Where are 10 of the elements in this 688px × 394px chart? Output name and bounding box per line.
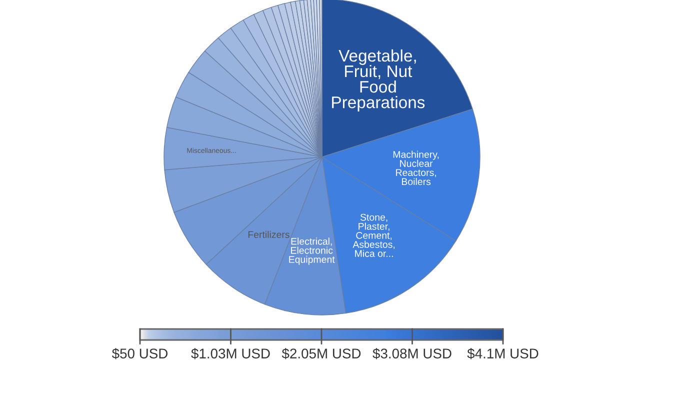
text: $50 USD xyxy=(112,348,168,360)
text: $3.08M USD xyxy=(372,348,452,360)
text: $1.03M USD xyxy=(191,348,270,360)
slice-label: Vegetable, Fruit, Nut Food Preparations xyxy=(332,49,425,112)
slice-label: Electrical, Electronic Equipment xyxy=(289,238,335,265)
text: $4.1M USD xyxy=(467,348,538,360)
text: $2.05M USD xyxy=(282,348,361,360)
slice-label: Fertilizers xyxy=(248,230,290,238)
slice-label: Stone, Plaster, Cement, Asbestos, Mica or... xyxy=(352,214,395,257)
slice-label: Machinery, Nuclear Reactors, Boilers xyxy=(393,150,439,186)
